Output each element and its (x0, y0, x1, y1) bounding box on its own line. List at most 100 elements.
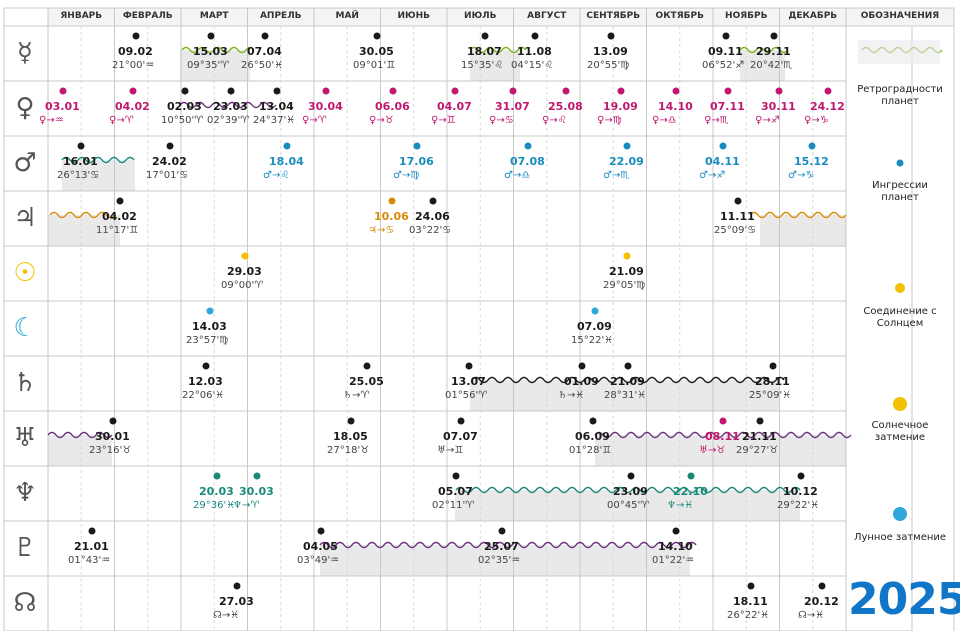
event-dot (797, 472, 805, 480)
event-date: 02.03 (167, 100, 202, 113)
event-date: 10.06 (374, 210, 409, 223)
event-date: 29.11 (756, 45, 791, 58)
event-date: 24.12 (810, 100, 845, 113)
planet-glyph-icon: ☿ (17, 38, 33, 68)
event-position: ☊→♓ (213, 610, 240, 621)
legend-lunar-icon (893, 507, 907, 521)
retro-shade (470, 380, 780, 411)
retro-wave (739, 46, 789, 54)
event-date: 23.09 (613, 485, 648, 498)
retro-shade (48, 435, 112, 466)
event-date: 04.02 (115, 100, 150, 113)
retro-shade (740, 50, 785, 81)
event-date: 28.11 (755, 375, 790, 388)
event-dot (734, 197, 742, 205)
event-position: ♃→♋ (368, 225, 395, 236)
event-position: 28°31'♓ (604, 390, 647, 401)
planet-glyph-icon: ♀ (15, 93, 35, 123)
event-date: 11.11 (720, 210, 755, 223)
retro-wave (471, 376, 785, 384)
event-date: 20.03 (199, 485, 234, 498)
event-position: 02°35'♒ (478, 555, 521, 566)
legend-ingress-dot (896, 159, 904, 167)
event-dot (452, 472, 460, 480)
event-dot (769, 362, 777, 370)
event-date: 25.05 (349, 375, 384, 388)
event-dot (498, 527, 506, 535)
legend-conj-icon (895, 283, 905, 293)
event-dot (747, 582, 755, 590)
event-dot (824, 87, 832, 95)
legend-solar-icon (893, 397, 907, 411)
event-date: 06.09 (575, 430, 610, 443)
event-date: 09.02 (118, 45, 153, 58)
event-position: ♀→♉ (369, 115, 394, 126)
retro-wave (49, 211, 115, 219)
month-header: ИЮНЬ (397, 11, 431, 21)
event-date: 18.07 (467, 45, 502, 58)
event-dot (687, 472, 695, 480)
event-position: 24°37'♓ (253, 115, 296, 126)
legend-lunar: Лунное затмение (853, 532, 947, 543)
month-header: ДЕКАБРЬ (788, 11, 838, 21)
event-dot (166, 142, 174, 150)
event-dot (317, 527, 325, 535)
retro-wave (469, 46, 527, 54)
event-dot (818, 582, 826, 590)
event-position: ♄→♓ (558, 390, 585, 401)
event-position: 21°00'♒ (112, 60, 155, 71)
event-dot (202, 362, 210, 370)
retro-shade (180, 50, 250, 81)
event-dot (722, 32, 730, 40)
event-dot (77, 142, 85, 150)
event-position: 03°49'♒ (297, 555, 340, 566)
event-dot (253, 472, 261, 480)
planet-glyph-icon: ☾ (13, 313, 37, 343)
event-date: 14.03 (192, 320, 227, 333)
event-dot (132, 32, 140, 40)
event-position: 25°09'♓ (749, 390, 792, 401)
retro-wave (181, 46, 255, 54)
event-dot (207, 32, 215, 40)
event-date: 07.11 (710, 100, 745, 113)
event-position: 02°11'♈ (432, 500, 475, 511)
planet-glyph-icon: ♅ (13, 423, 37, 453)
legend-retro: Ретроградности планет (857, 84, 943, 107)
event-dot (531, 32, 539, 40)
planet-glyph-icon: ☉ (13, 258, 37, 288)
event-position: ♀→♎ (652, 115, 677, 126)
event-date: 30.04 (308, 100, 343, 113)
event-position: ♄→♈ (343, 390, 370, 401)
event-position: ♀→♊ (431, 115, 456, 126)
event-date: 22.10 (673, 485, 708, 498)
retro-wave (594, 431, 852, 439)
event-position: 01°28'♊ (569, 445, 612, 456)
event-dot (719, 142, 727, 150)
event-dot (413, 142, 421, 150)
event-position: ♀→♋ (489, 115, 514, 126)
month-header: АВГУСТ (527, 11, 567, 21)
month-header: ЯНВАРЬ (60, 11, 103, 21)
event-dot (273, 87, 281, 95)
event-dot (389, 87, 397, 95)
event-date: 24.02 (152, 155, 187, 168)
event-dot (363, 362, 371, 370)
planet-glyph-icon: ♂ (13, 148, 37, 178)
event-position: 20°55'♍ (587, 60, 630, 71)
retro-shade (48, 215, 120, 246)
event-position: 23°57'♍ (186, 335, 229, 346)
retro-shade (470, 50, 520, 81)
planet-glyph-icon: ♆ (13, 478, 37, 508)
event-date: 07.08 (510, 155, 545, 168)
event-dot (241, 252, 249, 260)
planet-glyph-icon: ☊ (13, 588, 37, 618)
event-position: ♆→♓ (667, 500, 694, 511)
event-position: 09°35'♈ (187, 60, 230, 71)
event-position: 01°56'♈ (445, 390, 488, 401)
event-dot (373, 32, 381, 40)
event-position: 26°50'♓ (241, 60, 284, 71)
event-position: 26°13'♋ (57, 170, 100, 181)
event-position: ♂→♑ (788, 170, 815, 181)
event-date: 04.07 (437, 100, 472, 113)
